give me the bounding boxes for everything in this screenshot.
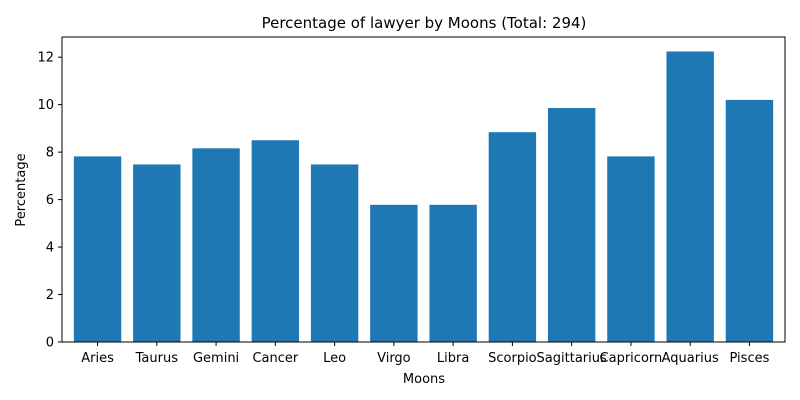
x-axis-ticks: Aries Taurus Gemini Cancer Leo Virgo Libra Scor… bbox=[81, 342, 770, 366]
x-tick-label: Cancer bbox=[252, 351, 298, 366]
bar-capricorn bbox=[607, 156, 655, 342]
plot-frame bbox=[61, 36, 786, 343]
y-axis-label: Percentage bbox=[14, 153, 29, 226]
x-tick-label: Aquarius bbox=[662, 351, 719, 366]
bar-libra bbox=[429, 204, 477, 342]
x-tick-label: Pisces bbox=[730, 351, 770, 366]
x-tick-label: Aries bbox=[81, 351, 114, 366]
x-axis-label: Moons bbox=[403, 372, 445, 387]
y-tick-label: 2 bbox=[46, 288, 54, 303]
bar-cancer bbox=[251, 140, 300, 342]
x-tick-label: Sagittarius bbox=[537, 351, 607, 366]
bar-gemini bbox=[192, 148, 240, 342]
x-tick-label: Virgo bbox=[377, 351, 411, 366]
x-tick-label: Scorpio bbox=[488, 351, 537, 366]
y-axis-ticks: 0 2 4 6 8 10 12 bbox=[37, 51, 62, 351]
y-tick-label: 8 bbox=[46, 146, 54, 161]
bar-scorpio bbox=[488, 132, 537, 342]
x-tick-label: Taurus bbox=[135, 351, 179, 366]
y-tick-label: 4 bbox=[46, 241, 54, 256]
bar-virgo bbox=[370, 204, 418, 342]
x-tick-label: Gemini bbox=[193, 351, 239, 366]
bar-leo bbox=[310, 164, 359, 342]
x-tick-label: Leo bbox=[323, 351, 346, 366]
y-tick-label: 6 bbox=[46, 193, 54, 208]
x-tick-label: Capricorn bbox=[600, 351, 663, 366]
y-tick-label: 12 bbox=[37, 51, 54, 66]
bar-sagittarius bbox=[547, 107, 596, 342]
bars-group bbox=[73, 51, 774, 343]
chart-title: Percentage of lawyer by Moons (Total: 29… bbox=[262, 14, 587, 32]
bar-aquarius bbox=[666, 51, 714, 342]
bar-taurus bbox=[133, 164, 181, 342]
bar-pisces bbox=[725, 99, 774, 343]
x-tick-label: Libra bbox=[437, 351, 469, 366]
y-tick-label: 10 bbox=[37, 98, 54, 113]
bar-aries bbox=[73, 156, 122, 342]
y-tick-label: 0 bbox=[46, 336, 54, 351]
